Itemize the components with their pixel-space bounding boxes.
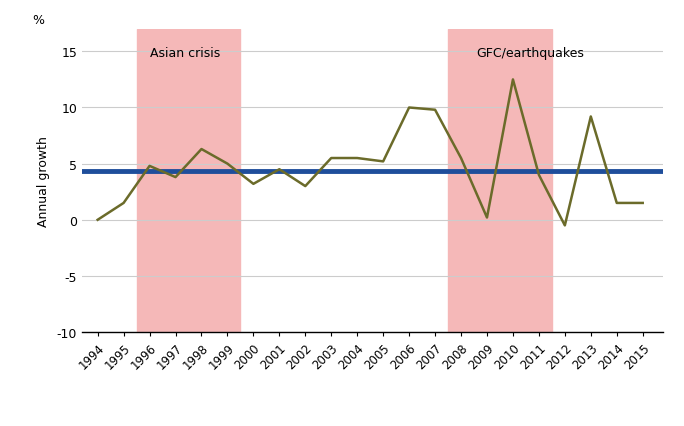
Text: %: %: [33, 14, 44, 27]
Y-axis label: Annual growth: Annual growth: [37, 136, 50, 226]
Text: Asian crisis: Asian crisis: [150, 46, 220, 60]
Bar: [448, 30, 552, 332]
Text: GFC/earthquakes: GFC/earthquakes: [477, 46, 584, 60]
Bar: [137, 30, 240, 332]
